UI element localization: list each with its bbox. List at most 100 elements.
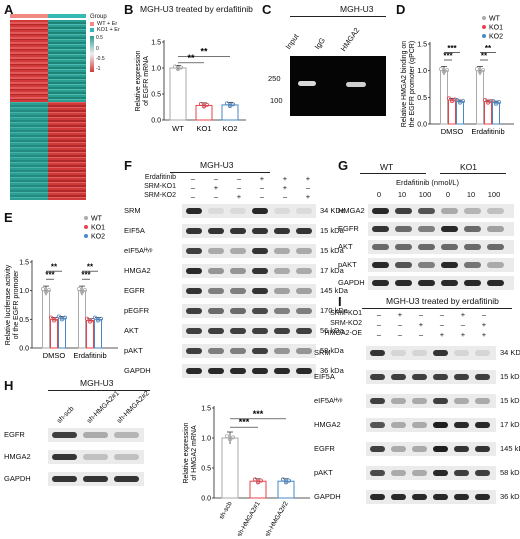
condition-mark: + bbox=[305, 174, 311, 183]
blot-band bbox=[475, 470, 490, 476]
blot-row bbox=[182, 344, 316, 358]
blot-row bbox=[182, 324, 316, 338]
legend-swatch bbox=[482, 25, 486, 29]
blot-band bbox=[487, 226, 504, 232]
blot-band bbox=[186, 228, 202, 234]
blot-band bbox=[395, 226, 412, 232]
panel-h-blot: EGFR HMGA2 GAPDH bbox=[4, 428, 148, 500]
blot-row-label: pAKT bbox=[124, 346, 143, 355]
data-point bbox=[445, 68, 450, 73]
blot-band bbox=[208, 308, 224, 314]
panel-label-f: F bbox=[124, 158, 132, 173]
x-tick-label: DMSO bbox=[43, 351, 66, 360]
blot-row bbox=[366, 394, 496, 408]
y-tick-label: 1.0 bbox=[417, 68, 427, 75]
dose-label: 10 bbox=[466, 190, 476, 199]
sig-mark: *** bbox=[447, 44, 457, 53]
y-tick-label: 0.0 bbox=[417, 122, 427, 129]
blot-band bbox=[395, 280, 412, 286]
blot-band bbox=[433, 374, 448, 380]
data-point bbox=[199, 101, 204, 106]
bar bbox=[448, 99, 456, 125]
bar bbox=[484, 101, 492, 125]
blot-band bbox=[208, 228, 224, 234]
blot-row-kda: 56 kDa bbox=[320, 326, 344, 335]
blot-band bbox=[252, 228, 268, 234]
blot-row bbox=[366, 466, 496, 480]
blot-row bbox=[182, 224, 316, 238]
gel-lane-hmga2: HMGA2 bbox=[338, 25, 362, 53]
data-point bbox=[93, 315, 98, 320]
panel-c-title: MGH-U3 bbox=[340, 4, 374, 14]
blot-row bbox=[368, 240, 514, 254]
blot-row bbox=[368, 222, 514, 236]
panel-g-divider bbox=[440, 173, 506, 174]
blot-band bbox=[487, 244, 504, 250]
gel-marker: 250 bbox=[268, 74, 281, 83]
data-point bbox=[49, 315, 54, 320]
panel-e-chart: Relative luciferase activity of the EGFR … bbox=[5, 216, 118, 360]
blot-band bbox=[274, 248, 290, 254]
condition-label: Erdafitinib bbox=[144, 174, 176, 181]
blot-band bbox=[395, 244, 412, 250]
blot-band bbox=[83, 432, 108, 438]
legend-swatch bbox=[84, 225, 88, 229]
condition-mark: – bbox=[213, 192, 219, 201]
scale-tick: -0.5 bbox=[96, 56, 105, 62]
x-tick-label: sh-scb bbox=[218, 500, 234, 520]
condition-mark: – bbox=[397, 320, 403, 329]
x-tick-label: Erdafitinib bbox=[73, 351, 106, 360]
legend-swatch bbox=[482, 34, 486, 38]
blot-band bbox=[475, 350, 490, 356]
blot-band bbox=[454, 374, 469, 380]
condition-label: HMGA2-OE bbox=[324, 330, 362, 337]
condition-mark: – bbox=[376, 310, 382, 319]
blot-band bbox=[475, 398, 490, 404]
y-axis-label: Relative expression bbox=[135, 50, 142, 111]
blot-row bbox=[48, 472, 144, 486]
heatmap-legend: Group WT + Er KO1 + Er 0.5 0 -0.5 -1 bbox=[90, 14, 124, 94]
y-axis-label: the EGFR promoter (qPCR) bbox=[409, 41, 416, 127]
condition-mark: + bbox=[397, 310, 403, 319]
y-tick-label: 1.5 bbox=[201, 406, 211, 413]
x-tick-label: sh-HMGA2#2 bbox=[264, 500, 290, 536]
blot-band bbox=[230, 328, 246, 334]
panel-label-b: B bbox=[124, 2, 134, 17]
blot-band bbox=[274, 328, 290, 334]
blot-row bbox=[368, 276, 514, 290]
blot-row bbox=[366, 346, 496, 360]
blot-band bbox=[464, 280, 481, 286]
blot-band bbox=[395, 208, 412, 214]
blot-row-kda: 15 kDa bbox=[500, 396, 520, 405]
blot-band bbox=[454, 398, 469, 404]
blot-band bbox=[464, 262, 481, 268]
data-point bbox=[228, 437, 233, 442]
blot-row-kda: 36 kDa bbox=[500, 492, 520, 501]
data-point bbox=[176, 67, 181, 72]
blot-row bbox=[48, 428, 144, 442]
blot-row bbox=[182, 364, 316, 378]
blot-band bbox=[412, 470, 427, 476]
panel-h-lanes: sh-scb sh-HMGA2#1 sh-HMGA2#2 bbox=[56, 390, 166, 430]
blot-row-kda: 145 kDa bbox=[320, 286, 348, 295]
blot-row-label: EIF5A bbox=[314, 372, 335, 381]
data-point bbox=[259, 478, 264, 483]
scale-tick: 0 bbox=[96, 46, 99, 52]
data-point bbox=[253, 477, 258, 482]
blot-band bbox=[412, 374, 427, 380]
condition-mark: + bbox=[213, 183, 219, 192]
sig-mark: *** bbox=[45, 271, 55, 280]
legend-swatch bbox=[84, 216, 88, 220]
blot-band bbox=[441, 280, 458, 286]
blot-band bbox=[454, 494, 469, 500]
blot-row-kda: 58 kDa bbox=[320, 346, 344, 355]
blot-row-label: HMGA2 bbox=[338, 206, 365, 215]
y-axis-label: of EGFR mRNA bbox=[143, 56, 150, 106]
data-point bbox=[231, 435, 236, 440]
data-point bbox=[179, 65, 184, 70]
blot-band bbox=[296, 228, 312, 234]
data-point bbox=[231, 102, 236, 107]
gel-band-input bbox=[298, 81, 316, 86]
data-point bbox=[80, 289, 85, 294]
data-point bbox=[205, 102, 210, 107]
